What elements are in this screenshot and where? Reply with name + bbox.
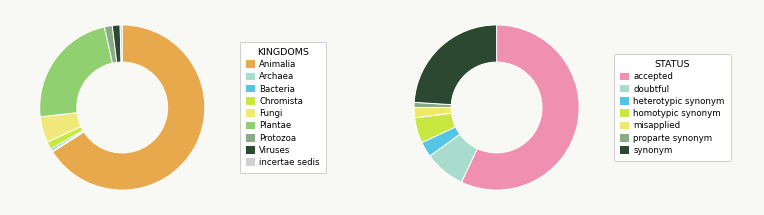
Wedge shape [40, 27, 112, 117]
Wedge shape [120, 25, 122, 62]
Wedge shape [40, 113, 81, 142]
Wedge shape [422, 127, 460, 156]
Wedge shape [53, 25, 205, 190]
Wedge shape [112, 25, 121, 62]
Wedge shape [414, 108, 452, 118]
Wedge shape [414, 102, 452, 108]
Legend: Animalia, Archaea, Bacteria, Chromista, Fungi, Plantae, Protozoa, Viruses, incer: Animalia, Archaea, Bacteria, Chromista, … [240, 42, 325, 173]
Wedge shape [414, 25, 497, 105]
Wedge shape [52, 131, 84, 152]
Wedge shape [430, 134, 478, 182]
Wedge shape [461, 25, 579, 190]
Wedge shape [105, 26, 117, 63]
Wedge shape [415, 113, 455, 143]
Wedge shape [51, 130, 83, 151]
Wedge shape [47, 126, 83, 149]
Legend: accepted, doubtful, heterotypic synonym, homotypic synonym, misapplied, proparte: accepted, doubtful, heterotypic synonym,… [614, 54, 731, 161]
